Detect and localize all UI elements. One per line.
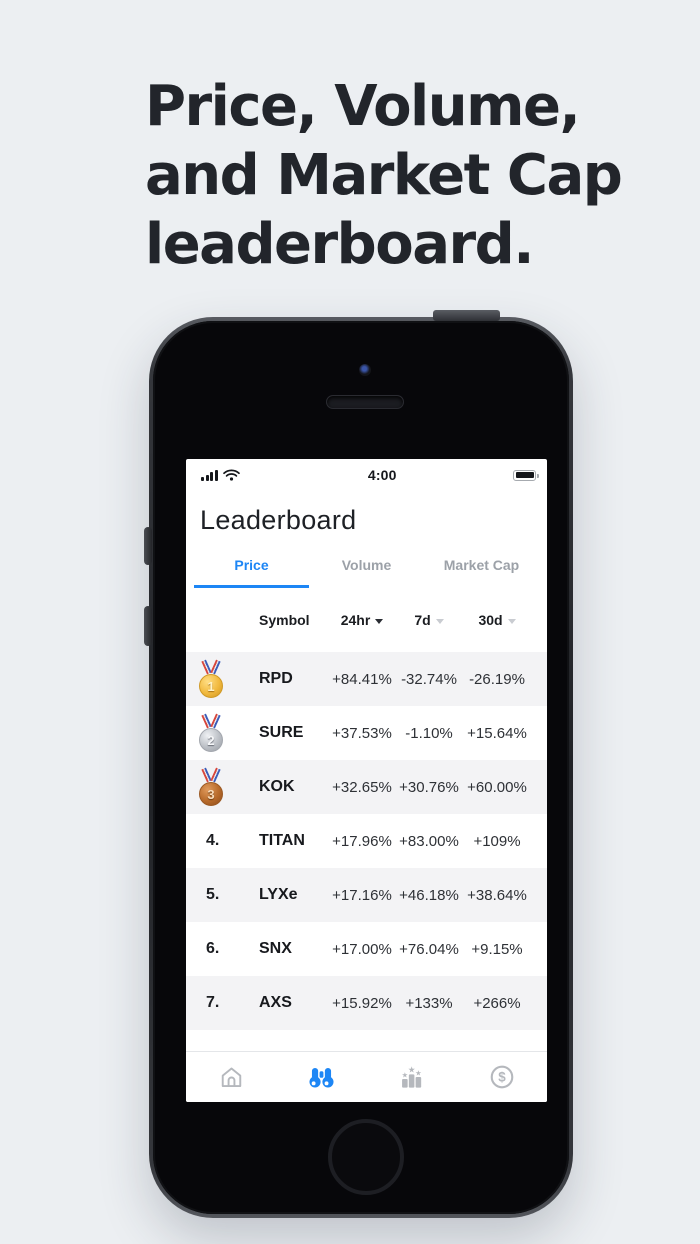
- column-header-symbol[interactable]: Symbol: [259, 612, 310, 628]
- rank-cell: 6.: [206, 940, 220, 957]
- column-header-7d[interactable]: 7d: [398, 612, 460, 628]
- 30d-cell: +266%: [473, 994, 521, 1012]
- medal-rank: 2: [199, 728, 223, 752]
- wifi-icon: [222, 469, 240, 481]
- nav-prices[interactable]: $: [457, 1052, 547, 1102]
- table-row[interactable]: 2 SURE +37.53% -1.10% +15.64%: [186, 706, 547, 760]
- 24hr-cell: +15.92%: [332, 994, 392, 1012]
- 30d-cell: +9.15%: [471, 940, 523, 958]
- rank-cell: 4.: [206, 832, 220, 849]
- table-row[interactable]: 1 RPD +84.41% -32.74% -26.19%: [186, 652, 547, 706]
- 7d-cell: +133%: [405, 994, 453, 1012]
- symbol-cell: LYXe: [259, 886, 298, 903]
- svg-text:$: $: [498, 1070, 506, 1085]
- rank-cell: 5.: [206, 886, 220, 903]
- headline-line: and Market Cap: [145, 143, 623, 208]
- nav-leaderboard-active[interactable]: [276, 1052, 366, 1102]
- table-row[interactable]: 7. AXS +15.92% +133% +266%: [186, 976, 547, 1030]
- 30d-cell: +15.64%: [467, 724, 527, 742]
- signal-strength-icon: [201, 469, 218, 481]
- 24hr-cell: +17.16%: [332, 886, 392, 904]
- phone-bezel: 4:00 Leaderboard Price Volume Market Cap…: [153, 321, 569, 1214]
- table-row[interactable]: 6. SNX +17.00% +76.04% +9.15%: [186, 922, 547, 976]
- medal-rank: 1: [199, 674, 223, 698]
- column-header-24hr[interactable]: 24hr: [326, 612, 398, 628]
- podium-icon: ★ ★ ★: [402, 1064, 422, 1088]
- symbol-cell: SURE: [259, 724, 304, 741]
- home-hardware-button: [328, 1119, 404, 1195]
- status-bar: 4:00: [186, 459, 547, 491]
- headline-line: leaderboard.: [145, 212, 534, 277]
- page-headline: Price, Volume, and Market Cap leaderboar…: [145, 72, 623, 279]
- 7d-cell: +76.04%: [399, 940, 459, 958]
- symbol-cell: AXS: [259, 994, 292, 1011]
- table-header-row: Symbol 24hr 7d 30d: [186, 588, 547, 652]
- nav-home[interactable]: [186, 1052, 276, 1102]
- bottom-nav-bar: ★ ★ ★ $: [186, 1051, 547, 1102]
- 7d-cell: -1.10%: [405, 724, 453, 742]
- binoculars-icon: [309, 1067, 334, 1087]
- 24hr-cell: +37.53%: [332, 724, 392, 742]
- page-title: Leaderboard: [200, 505, 357, 535]
- tab-price[interactable]: Price: [194, 557, 309, 588]
- table-row[interactable]: 4. TITAN +17.96% +83.00% +109%: [186, 814, 547, 868]
- symbol-cell: RPD: [259, 670, 293, 687]
- status-time: 4:00: [367, 467, 397, 483]
- gold-medal-icon: 1: [196, 659, 226, 698]
- front-camera: [359, 364, 371, 376]
- 30d-cell: +38.64%: [467, 886, 527, 904]
- svg-text:★: ★: [408, 1064, 416, 1074]
- 24hr-cell: +17.00%: [332, 940, 392, 958]
- 7d-cell: -32.74%: [401, 670, 457, 688]
- 24hr-cell: +84.41%: [332, 670, 392, 688]
- tab-volume[interactable]: Volume: [341, 557, 392, 573]
- svg-text:★: ★: [415, 1068, 422, 1077]
- 24hr-cell: +17.96%: [332, 832, 392, 850]
- sort-desc-icon: [375, 619, 384, 624]
- sort-inactive-icon: [507, 619, 516, 624]
- iphone-mockup: 4:00 Leaderboard Price Volume Market Cap…: [144, 310, 573, 1218]
- dollar-icon: $: [490, 1065, 514, 1089]
- table-row[interactable]: 5. LYXe +17.16% +46.18% +38.64%: [186, 868, 547, 922]
- earpiece-speaker: [326, 395, 404, 409]
- 7d-cell: +30.76%: [399, 778, 459, 796]
- svg-text:★: ★: [402, 1070, 409, 1079]
- tab-market-cap[interactable]: Market Cap: [443, 557, 520, 573]
- symbol-cell: TITAN: [259, 832, 305, 849]
- 30d-cell: -26.19%: [469, 670, 525, 688]
- rank-cell: 7.: [206, 994, 220, 1011]
- power-button: [433, 310, 500, 321]
- symbol-cell: KOK: [259, 778, 295, 795]
- bronze-medal-icon: 3: [196, 767, 226, 806]
- 24hr-cell: +32.65%: [332, 778, 392, 796]
- medal-rank: 3: [199, 782, 223, 806]
- volume-up-button: [144, 527, 152, 565]
- 30d-cell: +60.00%: [467, 778, 527, 796]
- silver-medal-icon: 2: [196, 713, 226, 752]
- 7d-cell: +46.18%: [399, 886, 459, 904]
- 30d-cell: +109%: [473, 832, 521, 850]
- battery-icon: [513, 469, 539, 481]
- sort-inactive-icon: [435, 619, 444, 624]
- app-screen: 4:00 Leaderboard Price Volume Market Cap…: [186, 459, 547, 1102]
- leaderboard-tabs: Price Volume Market Cap: [186, 557, 547, 588]
- 7d-cell: +83.00%: [399, 832, 459, 850]
- nav-rankings[interactable]: ★ ★ ★: [367, 1052, 457, 1102]
- home-icon: [221, 1067, 241, 1087]
- column-header-30d[interactable]: 30d: [460, 612, 534, 628]
- volume-down-button: [144, 606, 152, 646]
- symbol-cell: SNX: [259, 940, 292, 957]
- headline-line: Price, Volume,: [145, 74, 581, 139]
- table-row[interactable]: 3 KOK +32.65% +30.76% +60.00%: [186, 760, 547, 814]
